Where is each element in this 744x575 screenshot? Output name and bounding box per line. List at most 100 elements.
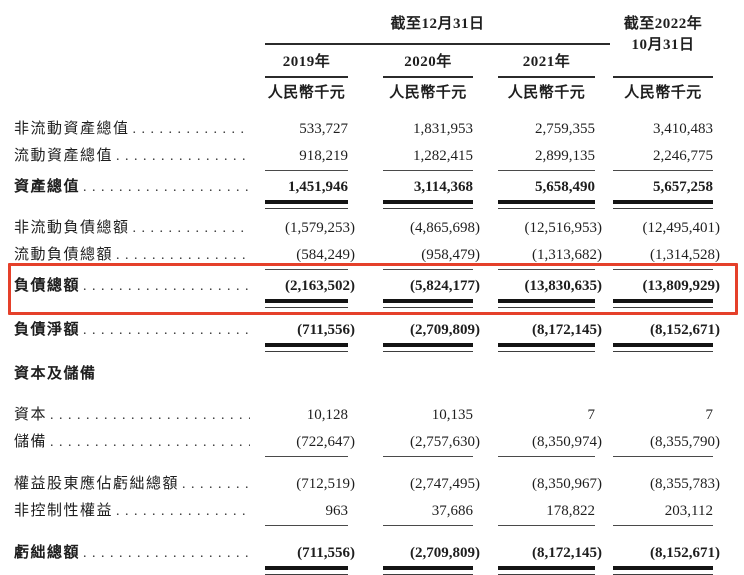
leader-dots (83, 177, 250, 198)
value-2019: 963 (325, 503, 349, 519)
row-label: 非流動負債總額 (14, 220, 130, 236)
row-label: 資產總值 (14, 179, 81, 195)
value-2020: (958,479) (421, 247, 480, 263)
value-2020: (4,865,698) (410, 220, 480, 236)
value-2020: 37,686 (431, 503, 473, 519)
value-2022: (1,314,528) (650, 247, 720, 263)
value-2019: (712,519) (296, 476, 355, 492)
value-2019: 533,727 (299, 121, 348, 137)
table-row: 非流動資產總值 533,727 1,831,953 2,759,355 3,41… (14, 112, 730, 142)
table-row: 負債總額 (2,163,502) (5,824,177) (13,830,635… (14, 268, 730, 308)
leader-dots (182, 474, 250, 495)
row-label: 權益股東應佔虧絀總額 (14, 476, 180, 492)
column-year-2019: 2019年 (282, 54, 331, 70)
column-year-2021: 2021年 (522, 54, 571, 70)
value-2021: (8,350,974) (532, 434, 602, 450)
column-2022-title-line1: 截至2022年 (623, 16, 703, 32)
column-rule-2021 (498, 76, 595, 78)
value-2020: 1,831,953 (413, 121, 473, 137)
column-rule-2022 (613, 76, 713, 78)
leader-dots (83, 320, 250, 341)
value-2021: 178,822 (546, 503, 595, 519)
column-rule-2020 (383, 76, 473, 78)
value-2022: (8,152,671) (650, 545, 720, 561)
value-2021: (12,516,953) (524, 220, 603, 236)
value-2019: (1,579,253) (285, 220, 355, 236)
unit-label-2021: 人民幣千元 (507, 85, 586, 101)
table-row: 負債淨額 (711,556) (2,709,809) (8,172,145) (… (14, 301, 730, 352)
unit-label-2020: 人民幣千元 (389, 85, 467, 101)
value-2019: (711,556) (297, 322, 355, 338)
value-2022: 7 (705, 407, 714, 423)
table-row: 流動資產總值 918,219 1,282,415 2,899,135 2,246… (14, 142, 730, 172)
value-2020: (2,709,809) (410, 322, 480, 338)
value-2022: (13,809,929) (642, 278, 721, 294)
value-2021: (8,172,145) (532, 545, 602, 561)
value-2020: (2,757,630) (410, 434, 480, 450)
table-row: 非流動負債總額 (1,579,253) (4,865,698) (12,516,… (14, 202, 730, 241)
value-2021: 7 (587, 407, 596, 423)
value-2020: 3,114,368 (413, 179, 473, 195)
value-2021: 2,759,355 (535, 121, 595, 137)
value-2021: (13,830,635) (524, 278, 603, 294)
value-2022: (8,355,790) (650, 434, 720, 450)
table-row: 資本及儲備 (14, 345, 730, 386)
leader-dots (50, 405, 250, 426)
row-label: 流動資產總值 (14, 148, 114, 164)
table-row: 流動負債總額 (584,249) (958,479) (1,313,682) (… (14, 241, 730, 271)
column-rule-2019 (265, 76, 348, 78)
table-row: 虧絀總額 (711,556) (2,709,809) (8,172,145) (… (14, 524, 730, 575)
value-2021: (8,172,145) (532, 322, 602, 338)
column-2022-title-line2: 10月31日 (631, 37, 695, 53)
leader-dots (116, 501, 250, 522)
period-span-title: 截至12月31日 (390, 16, 485, 32)
value-2022: (12,495,401) (642, 220, 721, 236)
row-label: 負債淨額 (14, 322, 81, 338)
table-row: 權益股東應佔虧絀總額 (712,519) (2,747,495) (8,350,… (14, 455, 730, 497)
value-2019: (2,163,502) (285, 278, 355, 294)
leader-dots (83, 276, 250, 297)
row-label: 虧絀總額 (14, 545, 81, 561)
value-2019: (584,249) (296, 247, 355, 263)
value-2019: 1,451,946 (288, 179, 348, 195)
table-row: 非控制性權益 963 37,686 178,822 203,112 (14, 497, 730, 527)
value-2019: (722,647) (296, 434, 355, 450)
row-label: 非流動資產總值 (14, 121, 130, 137)
row-label: 非控制性權益 (14, 503, 114, 519)
period-span-rule (265, 43, 610, 45)
leader-dots (83, 543, 250, 564)
value-2021: 5,658,490 (535, 179, 595, 195)
value-2020: (2,709,809) (410, 545, 480, 561)
value-2020: 1,282,415 (413, 148, 473, 164)
value-2021: 2,899,135 (535, 148, 595, 164)
table-row: 儲備 (722,647) (2,757,630) (8,350,974) (8,… (14, 428, 730, 458)
table-row: 資本 10,128 10,135 7 7 (14, 386, 730, 428)
value-2021: (1,313,682) (532, 247, 602, 263)
table-row: 資產總值 1,451,946 3,114,368 5,658,490 5,657… (14, 169, 730, 209)
row-label: 流動負債總額 (14, 247, 114, 263)
value-2019: 10,128 (306, 407, 348, 423)
value-2020: (5,824,177) (410, 278, 480, 294)
value-2022: 203,112 (664, 503, 713, 519)
value-2022: 5,657,258 (653, 179, 713, 195)
table-header: 截至12月31日 截至2022年 10月31日 2019年 2020年 2021… (0, 0, 744, 112)
value-2019: 918,219 (299, 148, 348, 164)
leader-dots (116, 146, 250, 167)
row-label: 儲備 (14, 434, 48, 450)
unit-label-2022: 人民幣千元 (624, 85, 702, 101)
financial-table: 非流動資產總值 533,727 1,831,953 2,759,355 3,41… (14, 112, 730, 575)
row-label: 負債總額 (14, 278, 81, 294)
value-2022: (8,152,671) (650, 322, 720, 338)
table-body: 非流動資產總值 533,727 1,831,953 2,759,355 3,41… (14, 112, 730, 575)
value-2020: 10,135 (431, 407, 473, 423)
value-2022: (8,355,783) (650, 476, 720, 492)
value-2022: 3,410,483 (653, 121, 713, 137)
row-label: 資本及儲備 (14, 366, 97, 382)
value-2022: 2,246,775 (653, 148, 713, 164)
value-2019: (711,556) (297, 545, 355, 561)
leader-dots (116, 245, 250, 266)
leader-dots (133, 119, 250, 140)
value-2021: (8,350,967) (532, 476, 602, 492)
leader-dots (133, 218, 250, 239)
